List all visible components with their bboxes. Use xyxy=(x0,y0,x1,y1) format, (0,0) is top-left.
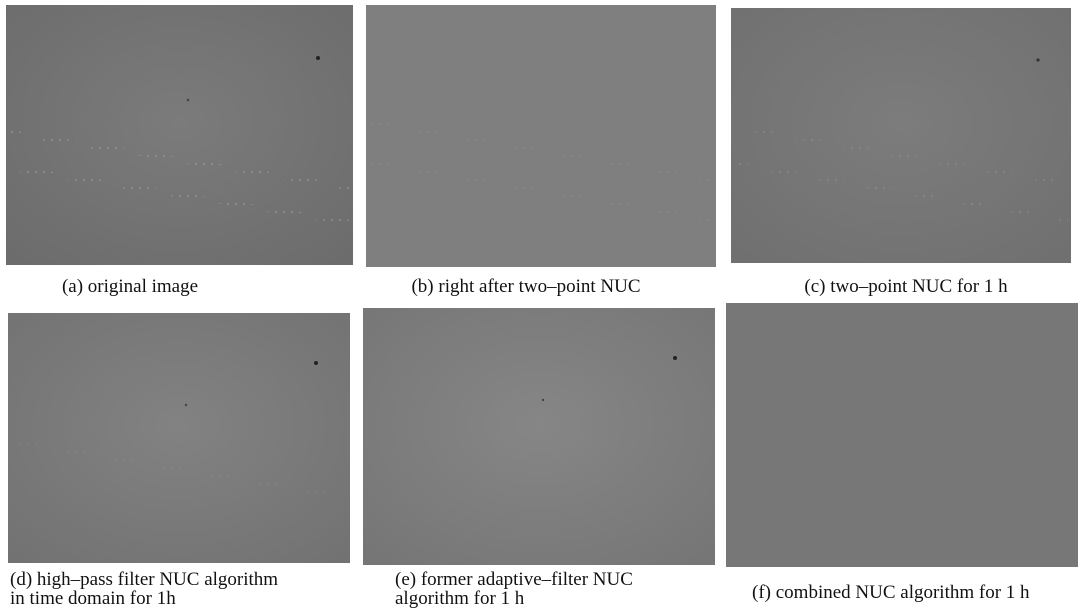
panel-d xyxy=(8,313,350,563)
panel-c xyxy=(731,8,1071,263)
image xyxy=(366,5,716,267)
caption: (b) right after two–point NUC xyxy=(411,276,640,297)
panel-a xyxy=(6,5,353,265)
caption: (f) combined NUC algorithm for 1 h xyxy=(752,582,1030,603)
panel-f xyxy=(726,303,1078,567)
dead-pixel xyxy=(1036,58,1039,61)
dead-pixel xyxy=(185,404,187,406)
caption: in time domain for 1h xyxy=(10,588,176,609)
caption: (a) original image xyxy=(62,276,198,297)
shading xyxy=(8,313,350,563)
shading xyxy=(6,5,353,265)
panel-e xyxy=(363,308,715,565)
figure: (a) original image (b) right after two–p… xyxy=(0,0,1084,610)
dead-pixel xyxy=(316,56,320,60)
dead-pixel xyxy=(314,361,318,365)
caption: (d) high–pass filter NUC algorithm xyxy=(10,569,278,590)
caption: (e) former adaptive–filter NUC xyxy=(395,569,633,590)
image xyxy=(726,303,1078,567)
dead-pixel xyxy=(542,399,544,401)
panel-b xyxy=(366,5,716,267)
caption: algorithm for 1 h xyxy=(395,588,525,609)
dead-pixel xyxy=(187,99,190,102)
shading xyxy=(363,308,715,565)
caption: (c) two–point NUC for 1 h xyxy=(804,276,1008,297)
dead-pixel xyxy=(673,356,677,360)
